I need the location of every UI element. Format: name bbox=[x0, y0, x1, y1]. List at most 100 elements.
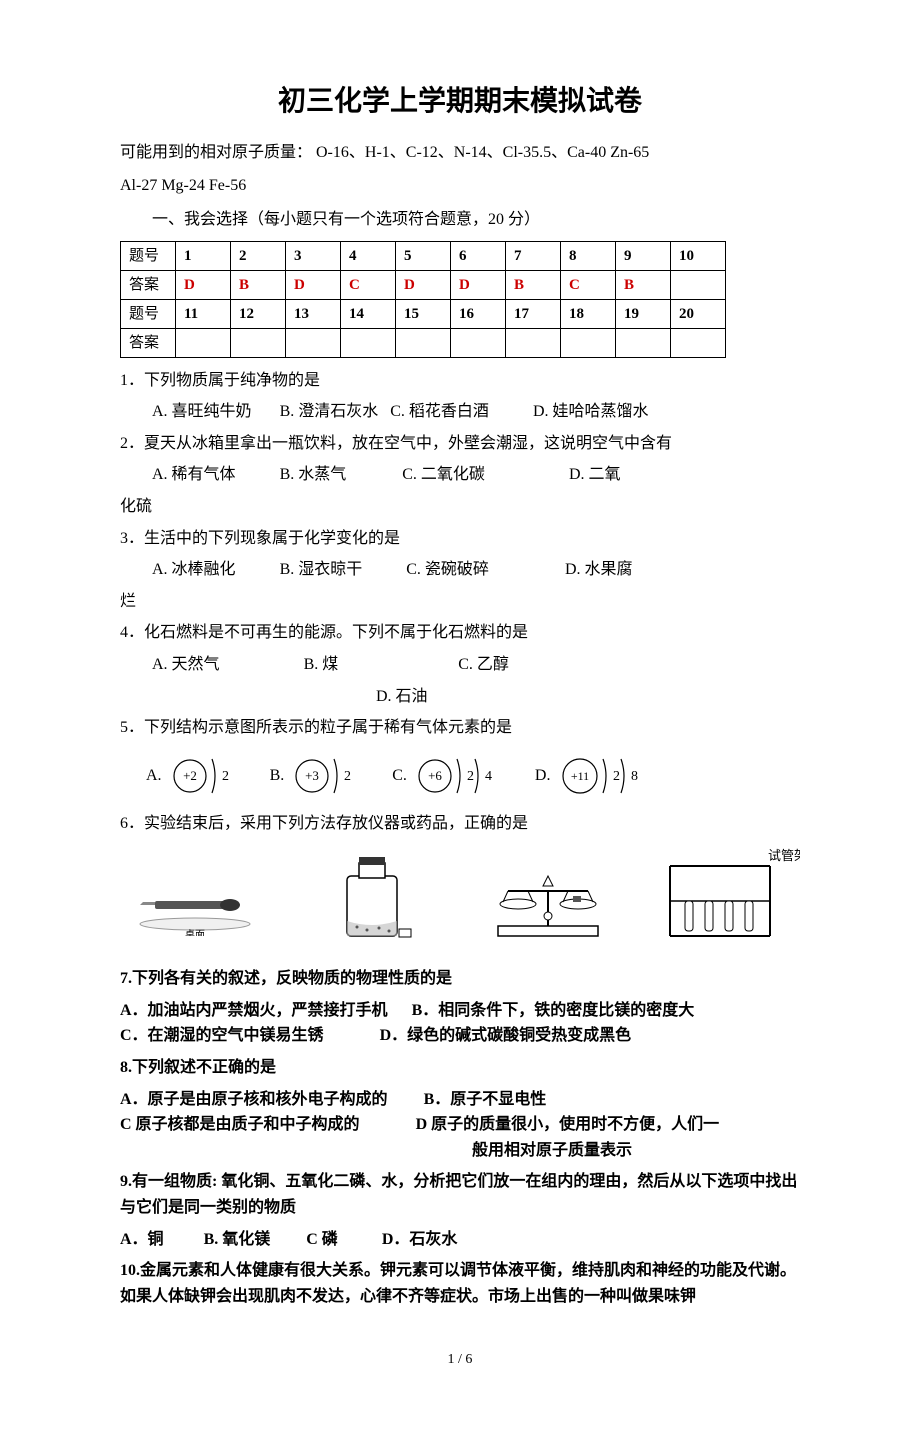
dropper-icon: 桌面 bbox=[120, 856, 270, 946]
tube-rack-icon: 试管架 bbox=[650, 856, 800, 946]
answer-cell: C bbox=[341, 270, 396, 299]
table-cell: 7 bbox=[506, 241, 561, 270]
q8-opt-b: B．原子不显电性 bbox=[424, 1091, 547, 1108]
answer-cell bbox=[286, 328, 341, 357]
atom-b-label: B. bbox=[270, 763, 285, 789]
q4-text: 4．化石燃料是不可再生的能源。下列不属于化石燃料的是 bbox=[120, 620, 800, 646]
answer-cell bbox=[396, 328, 451, 357]
answer-cell: B bbox=[231, 270, 286, 299]
q2-opt-a: A. 稀有气体 bbox=[152, 466, 236, 483]
q2-opt-d: D. 二氧 bbox=[569, 466, 621, 483]
table-row: 题号 1 2 3 4 5 6 7 8 9 10 bbox=[121, 241, 726, 270]
table-cell: 19 bbox=[616, 299, 671, 328]
answer-cell bbox=[671, 270, 726, 299]
table-cell: 2 bbox=[231, 241, 286, 270]
balance-icon bbox=[473, 856, 623, 946]
q1-options: A. 喜旺纯牛奶 B. 澄清石灰水 C. 稻花香白酒 D. 娃哈哈蒸馏水 bbox=[120, 399, 800, 425]
row-label: 答案 bbox=[121, 328, 176, 357]
atomic-mass-line2: Al-27 Mg-24 Fe-56 bbox=[120, 173, 800, 199]
atom-a-label: A. bbox=[146, 763, 162, 789]
table-row: 答案 bbox=[121, 328, 726, 357]
q9-options: A．铜 B. 氧化镁 C 磷 D．石灰水 bbox=[120, 1227, 800, 1253]
answer-cell: B bbox=[616, 270, 671, 299]
table-cell: 11 bbox=[176, 299, 231, 328]
q8-text: 8.下列叙述不正确的是 bbox=[120, 1055, 800, 1081]
row-label: 题号 bbox=[121, 241, 176, 270]
svg-text:+2: +2 bbox=[183, 768, 197, 783]
table-cell: 20 bbox=[671, 299, 726, 328]
svg-text:8: 8 bbox=[631, 769, 638, 784]
answer-cell bbox=[616, 328, 671, 357]
q4-opt-b: B. 煤 bbox=[304, 656, 339, 673]
q7-opt-d: D．绿色的碱式碳酸铜受热变成黑色 bbox=[380, 1027, 632, 1044]
q2-options: A. 稀有气体 B. 水蒸气 C. 二氧化碳 D. 二氧 bbox=[120, 462, 800, 488]
atom-diagram-icon: +2 2 bbox=[168, 751, 238, 801]
q6-text: 6．实验结束后，采用下列方法存放仪器或药品，正确的是 bbox=[120, 811, 800, 837]
answer-table: 题号 1 2 3 4 5 6 7 8 9 10 答案 D B D C D D B… bbox=[120, 241, 726, 358]
table-cell: 5 bbox=[396, 241, 451, 270]
answer-cell bbox=[451, 328, 506, 357]
q9-opt-c: C 磷 bbox=[306, 1231, 338, 1248]
answer-cell bbox=[671, 328, 726, 357]
svg-text:试管架: 试管架 bbox=[768, 848, 800, 863]
svg-text:+3: +3 bbox=[305, 768, 319, 783]
table-row: 题号 11 12 13 14 15 16 17 18 19 20 bbox=[121, 299, 726, 328]
q7-text: 7.下列各有关的叙述，反映物质的物理性质的是 bbox=[120, 966, 800, 992]
answer-cell: D bbox=[176, 270, 231, 299]
q3-opt-b: B. 湿衣晾干 bbox=[280, 561, 363, 578]
q5-diagrams: A. +2 2 B. +3 2 C. +6 2 4 D. +1 bbox=[140, 751, 800, 801]
q7-opt-c: C．在潮湿的空气中镁易生锈 bbox=[120, 1027, 324, 1044]
atom-diagram-icon: +11 2 8 bbox=[556, 751, 651, 801]
q4-opt-c: C. 乙醇 bbox=[458, 656, 509, 673]
q5-text: 5．下列结构示意图所表示的粒子属于稀有气体元素的是 bbox=[120, 715, 800, 741]
row-label: 答案 bbox=[121, 270, 176, 299]
atom-c-label: C. bbox=[392, 763, 407, 789]
answer-cell bbox=[506, 328, 561, 357]
svg-text:4: 4 bbox=[485, 769, 492, 784]
q8-opt-d-cont: 般用相对原子质量表示 bbox=[120, 1138, 800, 1164]
page-number: 1 / 6 bbox=[120, 1349, 800, 1371]
q3-opt-d-cont: 烂 bbox=[120, 589, 800, 615]
table-cell: 3 bbox=[286, 241, 341, 270]
q9-opt-b: B. 氧化镁 bbox=[204, 1231, 271, 1248]
answer-cell bbox=[561, 328, 616, 357]
bottle-icon bbox=[297, 856, 447, 946]
section1-title: 一、我会选择（每小题只有一个选项符合题意，20 分） bbox=[120, 207, 800, 233]
svg-text:+11: +11 bbox=[571, 769, 589, 783]
atom-diagram-icon: +3 2 bbox=[290, 751, 360, 801]
table-cell: 18 bbox=[561, 299, 616, 328]
q8-row2: C 原子核都是由质子和中子构成的 D 原子的质量很小，使用时不方便，人们一 bbox=[120, 1112, 800, 1138]
q7-opt-b: B．相同条件下，铁的密度比镁的密度大 bbox=[412, 1002, 695, 1019]
q1-text: 1．下列物质属于纯净物的是 bbox=[120, 368, 800, 394]
table-cell: 10 bbox=[671, 241, 726, 270]
table-cell: 15 bbox=[396, 299, 451, 328]
q9-opt-a: A．铜 bbox=[120, 1231, 164, 1248]
q1-opt-b: B. 澄清石灰水 bbox=[280, 403, 379, 420]
q8-opt-a: A．原子是由原子核和核外电子构成的 bbox=[120, 1091, 388, 1108]
q7-row2: C．在潮湿的空气中镁易生锈 D．绿色的碱式碳酸铜受热变成黑色 bbox=[120, 1023, 800, 1049]
svg-text:+6: +6 bbox=[428, 768, 442, 783]
q3-text: 3．生活中的下列现象属于化学变化的是 bbox=[120, 526, 800, 552]
table-cell: 9 bbox=[616, 241, 671, 270]
atomic-mass-line1: 可能用到的相对原子质量： O-16、H-1、C-12、N-14、Cl-35.5、… bbox=[120, 140, 800, 166]
table-cell: 16 bbox=[451, 299, 506, 328]
q8-row1: A．原子是由原子核和核外电子构成的 B．原子不显电性 bbox=[120, 1087, 800, 1113]
q2-opt-b: B. 水蒸气 bbox=[280, 466, 347, 483]
q3-options: A. 冰棒融化 B. 湿衣晾干 C. 瓷碗破碎 D. 水果腐 bbox=[120, 557, 800, 583]
q3-opt-d: D. 水果腐 bbox=[565, 561, 633, 578]
q4-options: A. 天然气 B. 煤 C. 乙醇 bbox=[120, 652, 800, 678]
table-cell: 8 bbox=[561, 241, 616, 270]
table-cell: 4 bbox=[341, 241, 396, 270]
q2-opt-d-cont: 化硫 bbox=[120, 494, 800, 520]
atom-c: C. +6 2 4 bbox=[392, 751, 503, 801]
q2-opt-c: C. 二氧化碳 bbox=[402, 466, 485, 483]
table-cell: 17 bbox=[506, 299, 561, 328]
answer-cell bbox=[231, 328, 286, 357]
q7-opt-a: A．加油站内严禁烟火，严禁接打手机 bbox=[120, 1002, 388, 1019]
q9-text: 9.有一组物质: 氧化铜、五氧化二磷、水，分析把它们放一在组内的理由，然后从以下… bbox=[120, 1169, 800, 1220]
table-cell: 1 bbox=[176, 241, 231, 270]
answer-cell: D bbox=[286, 270, 341, 299]
svg-text:2: 2 bbox=[344, 769, 351, 784]
q8-opt-d: D 原子的质量很小，使用时不方便，人们一 bbox=[416, 1116, 720, 1133]
answer-cell: B bbox=[506, 270, 561, 299]
